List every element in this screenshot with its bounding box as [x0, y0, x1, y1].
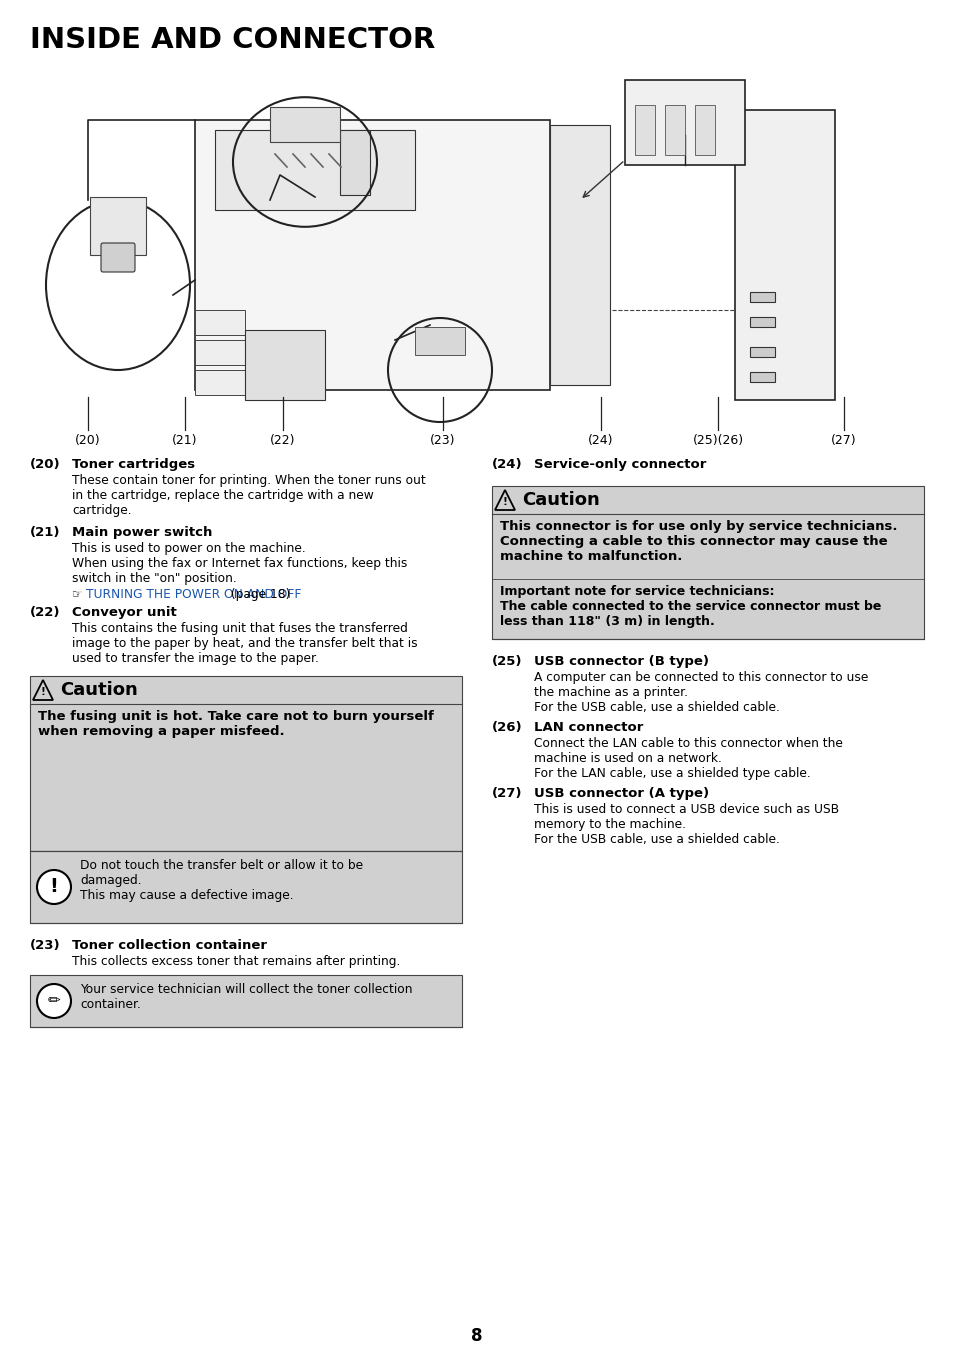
FancyBboxPatch shape — [270, 107, 339, 142]
Text: Main power switch: Main power switch — [71, 526, 213, 539]
FancyBboxPatch shape — [90, 197, 146, 255]
Text: (24): (24) — [588, 434, 613, 447]
FancyBboxPatch shape — [749, 317, 774, 327]
Text: (25): (25) — [492, 655, 522, 667]
FancyBboxPatch shape — [749, 347, 774, 357]
Text: (25)(26): (25)(26) — [692, 434, 742, 447]
FancyBboxPatch shape — [664, 105, 684, 155]
FancyBboxPatch shape — [749, 292, 774, 303]
Text: 8: 8 — [471, 1327, 482, 1346]
Text: Toner cartridges: Toner cartridges — [71, 458, 195, 471]
Bar — [30, 68, 923, 420]
FancyBboxPatch shape — [624, 80, 744, 165]
Text: (22): (22) — [270, 434, 295, 447]
Bar — [30, 851, 461, 923]
FancyBboxPatch shape — [245, 330, 325, 400]
Text: Do not touch the transfer belt or allow it to be
damaged.
This may cause a defec: Do not touch the transfer belt or allow … — [80, 859, 363, 902]
Bar — [30, 975, 461, 1027]
Polygon shape — [495, 490, 515, 509]
Text: !: ! — [50, 878, 58, 897]
FancyBboxPatch shape — [194, 120, 550, 390]
Text: (27): (27) — [830, 434, 856, 447]
Text: ✏: ✏ — [48, 993, 60, 1008]
FancyBboxPatch shape — [695, 105, 714, 155]
Text: (27): (27) — [492, 788, 522, 800]
Text: ☞: ☞ — [71, 588, 83, 601]
FancyBboxPatch shape — [339, 130, 370, 195]
Text: The fusing unit is hot. Take care not to burn yourself
when removing a paper mis: The fusing unit is hot. Take care not to… — [38, 711, 434, 738]
Text: Your service technician will collect the toner collection
container.: Your service technician will collect the… — [80, 984, 412, 1011]
FancyBboxPatch shape — [635, 105, 655, 155]
Text: (24): (24) — [492, 458, 522, 471]
Text: (23): (23) — [430, 434, 456, 447]
Text: Connect the LAN cable to this connector when the
machine is used on a network.
F: Connect the LAN cable to this connector … — [534, 738, 842, 780]
Text: These contain toner for printing. When the toner runs out
in the cartridge, repl: These contain toner for printing. When t… — [71, 474, 425, 517]
Text: TURNING THE POWER ON AND OFF: TURNING THE POWER ON AND OFF — [86, 588, 301, 601]
FancyBboxPatch shape — [214, 130, 415, 209]
Text: Caution: Caution — [60, 681, 137, 698]
Text: This is used to connect a USB device such as USB
memory to the machine.
For the : This is used to connect a USB device suc… — [534, 802, 839, 846]
Text: This connector is for use only by service technicians.
Connecting a cable to thi: This connector is for use only by servic… — [499, 520, 897, 563]
Text: (21): (21) — [172, 434, 197, 447]
Text: This contains the fusing unit that fuses the transferred
image to the paper by h: This contains the fusing unit that fuses… — [71, 621, 417, 665]
Text: !: ! — [502, 497, 507, 507]
FancyBboxPatch shape — [101, 243, 135, 272]
Text: Important note for service technicians:: Important note for service technicians: — [499, 585, 774, 598]
Text: USB connector (B type): USB connector (B type) — [534, 655, 708, 667]
Text: (22): (22) — [30, 607, 60, 619]
FancyBboxPatch shape — [194, 309, 245, 335]
Text: Toner collection container: Toner collection container — [71, 939, 267, 952]
Text: This is used to power on the machine.
When using the fax or Internet fax functio: This is used to power on the machine. Wh… — [71, 542, 407, 585]
Text: INSIDE AND CONNECTOR: INSIDE AND CONNECTOR — [30, 26, 435, 54]
Bar — [492, 486, 923, 639]
Text: USB connector (A type): USB connector (A type) — [534, 788, 708, 800]
Bar — [30, 676, 461, 851]
FancyBboxPatch shape — [194, 340, 245, 365]
Circle shape — [37, 870, 71, 904]
Text: This collects excess toner that remains after printing.: This collects excess toner that remains … — [71, 955, 400, 969]
FancyBboxPatch shape — [194, 370, 245, 394]
Text: (23): (23) — [30, 939, 61, 952]
FancyBboxPatch shape — [415, 327, 464, 355]
Text: LAN connector: LAN connector — [534, 721, 642, 734]
Text: (20): (20) — [75, 434, 101, 447]
Text: Service-only connector: Service-only connector — [534, 458, 705, 471]
FancyBboxPatch shape — [749, 372, 774, 382]
Text: (page 18): (page 18) — [227, 588, 291, 601]
Text: (26): (26) — [492, 721, 522, 734]
Polygon shape — [33, 680, 53, 700]
FancyBboxPatch shape — [734, 109, 834, 400]
Text: (20): (20) — [30, 458, 61, 471]
Text: The cable connected to the service connector must be
less than 118" (3 m) in len: The cable connected to the service conne… — [499, 600, 881, 628]
Text: !: ! — [41, 688, 46, 697]
Text: Conveyor unit: Conveyor unit — [71, 607, 176, 619]
Text: Caution: Caution — [521, 490, 599, 509]
Circle shape — [37, 984, 71, 1019]
FancyBboxPatch shape — [550, 126, 609, 385]
Text: A computer can be connected to this connector to use
the machine as a printer.
F: A computer can be connected to this conn… — [534, 671, 867, 713]
Text: (21): (21) — [30, 526, 60, 539]
